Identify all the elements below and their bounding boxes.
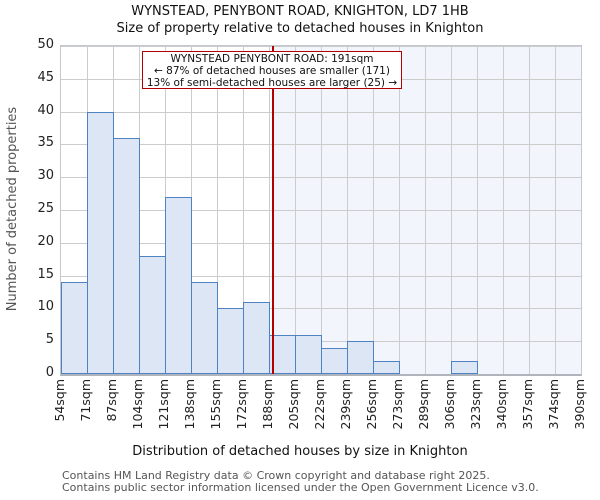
v-gridline xyxy=(477,46,478,374)
histogram-bar xyxy=(61,282,88,374)
x-axis-title: Distribution of detached houses by size … xyxy=(132,444,468,459)
y-tick-label: 45 xyxy=(37,69,54,85)
marker-line xyxy=(272,46,275,374)
x-tick-label: 306sqm xyxy=(442,379,457,430)
histogram-bar xyxy=(243,301,270,374)
x-tick-label: 188sqm xyxy=(260,379,275,430)
y-tick-label: 10 xyxy=(37,299,54,315)
histogram-bar xyxy=(139,255,166,374)
histogram-bar xyxy=(113,137,140,374)
v-gridline xyxy=(347,46,348,374)
x-tick-label: 239sqm xyxy=(338,379,353,430)
y-tick-label: 50 xyxy=(37,37,54,52)
v-gridline xyxy=(243,46,244,374)
x-tick-label: 374sqm xyxy=(546,379,561,430)
annotation-box: WYNSTEAD PENYBONT ROAD: 191sqm ← 87% of … xyxy=(142,51,402,89)
chart-subtitle: Size of property relative to detached ho… xyxy=(116,21,484,36)
y-tick-label: 35 xyxy=(37,135,54,151)
x-tick-label: 323sqm xyxy=(468,379,483,430)
x-tick-label: 222sqm xyxy=(312,379,327,430)
x-tick-label: 104sqm xyxy=(130,379,145,430)
histogram-bar xyxy=(321,347,348,374)
v-gridline xyxy=(373,46,374,374)
v-gridline xyxy=(217,46,218,374)
v-gridline xyxy=(503,46,504,374)
v-gridline xyxy=(399,46,400,374)
x-tick-label: 138sqm xyxy=(182,379,197,430)
v-gridline xyxy=(269,46,270,374)
x-tick-label: 390sqm xyxy=(572,379,587,430)
x-tick-label: 256sqm xyxy=(364,379,379,430)
x-tick-label: 357sqm xyxy=(520,379,535,430)
histogram-bar xyxy=(87,111,114,374)
x-tick-label: 205sqm xyxy=(286,379,301,430)
x-tick-label: 121sqm xyxy=(156,379,171,430)
y-tick-label: 0 xyxy=(45,365,54,380)
histogram-bar xyxy=(165,196,192,374)
annotation-line-1: WYNSTEAD PENYBONT ROAD: 191sqm xyxy=(170,53,374,65)
footer-line-1: Contains HM Land Registry data © Crown c… xyxy=(62,469,490,482)
histogram-bar xyxy=(347,341,374,374)
y-tick-label: 15 xyxy=(37,266,54,282)
x-tick-label: 340sqm xyxy=(494,379,509,430)
x-tick-label: 155sqm xyxy=(208,379,223,430)
x-tick-label: 71sqm xyxy=(78,379,93,422)
y-tick-label: 30 xyxy=(37,168,54,184)
footer-line-2: Contains public sector information licen… xyxy=(62,481,539,494)
v-gridline xyxy=(425,46,426,374)
x-tick-label: 273sqm xyxy=(390,379,405,430)
plot-area xyxy=(60,45,582,376)
y-tick-label: 5 xyxy=(45,332,54,348)
v-gridline xyxy=(529,46,530,374)
x-tick-label: 54sqm xyxy=(52,379,67,422)
histogram-bar xyxy=(217,308,244,374)
v-gridline xyxy=(451,46,452,374)
y-tick-label: 25 xyxy=(37,201,54,216)
x-tick-label: 87sqm xyxy=(104,379,119,422)
y-tick-label: 20 xyxy=(37,233,54,249)
annotation-line-2: ← 87% of detached houses are smaller (17… xyxy=(154,65,390,77)
histogram-bar xyxy=(295,334,322,374)
x-tick-label: 289sqm xyxy=(416,379,431,430)
histogram-bar xyxy=(191,282,218,374)
annotation-line-3: 13% of semi-detached houses are larger (… xyxy=(146,77,398,89)
v-gridline xyxy=(555,46,556,374)
y-tick-label: 40 xyxy=(37,102,54,118)
v-gridline xyxy=(321,46,322,374)
histogram-bar xyxy=(373,360,400,374)
chart-title: WYNSTEAD, PENYBONT ROAD, KNIGHTON, LD7 1… xyxy=(131,4,469,19)
x-tick-label: 172sqm xyxy=(234,379,249,430)
histogram-bar xyxy=(451,360,478,374)
v-gridline xyxy=(295,46,296,374)
